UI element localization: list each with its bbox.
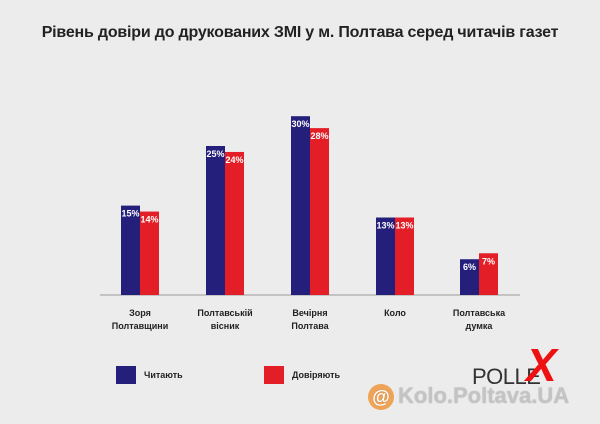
data-label-read-3: 13%	[376, 221, 394, 231]
bar-trust-0	[140, 211, 159, 295]
legend-swatch-trust	[264, 366, 284, 384]
legend-label-trust: Довіряють	[292, 370, 341, 380]
category-label-0-1: Полтавщини	[112, 321, 169, 331]
category-label-2-1: Полтава	[291, 321, 329, 331]
legend-swatch-read	[116, 366, 136, 384]
data-label-trust-0: 14%	[140, 215, 158, 225]
bar-read-0	[121, 205, 140, 295]
category-label-0-0: Зоря	[129, 308, 151, 318]
category-label-4-1: думка	[466, 321, 494, 331]
category-label-4-0: Полтавська	[453, 308, 506, 318]
bar-read-3	[376, 217, 395, 295]
bar-trust-1	[225, 151, 244, 295]
data-label-read-2: 30%	[291, 119, 309, 129]
watermark: @ Kolo.Poltava.UA	[368, 383, 570, 411]
bar-trust-2	[310, 128, 329, 295]
category-label-1-1: вісник	[211, 321, 240, 331]
data-label-trust-3: 13%	[395, 221, 413, 231]
pollex-logo-x: X	[526, 339, 557, 391]
bar-trust-4	[479, 253, 498, 295]
data-label-read-4: 6%	[463, 262, 476, 272]
legend-item-read: Читають	[116, 366, 183, 384]
data-label-trust-1: 24%	[225, 155, 243, 165]
chart-title: Рівень довіри до друкованих ЗМІ у м. Пол…	[41, 24, 559, 41]
data-label-read-0: 15%	[121, 209, 139, 219]
legend-label-read: Читають	[144, 370, 183, 380]
at-icon: @	[368, 384, 394, 411]
data-label-trust-4: 7%	[482, 256, 495, 266]
category-label-3-0: Коло	[384, 308, 406, 318]
category-label-2-0: Вечірня	[292, 308, 327, 318]
watermark-text: Kolo.Poltava.UA	[398, 383, 570, 408]
data-label-read-1: 25%	[206, 149, 224, 159]
bar-read-4	[460, 259, 479, 295]
bar-read-1	[206, 146, 225, 295]
bar-read-2	[291, 116, 310, 295]
data-label-trust-2: 28%	[310, 131, 328, 141]
pollex-logo: POLLE	[472, 364, 541, 389]
category-label-1-0: Полтавській	[197, 308, 252, 318]
bar-trust-3	[395, 217, 414, 295]
legend-item-trust: Довіряють	[264, 366, 340, 384]
